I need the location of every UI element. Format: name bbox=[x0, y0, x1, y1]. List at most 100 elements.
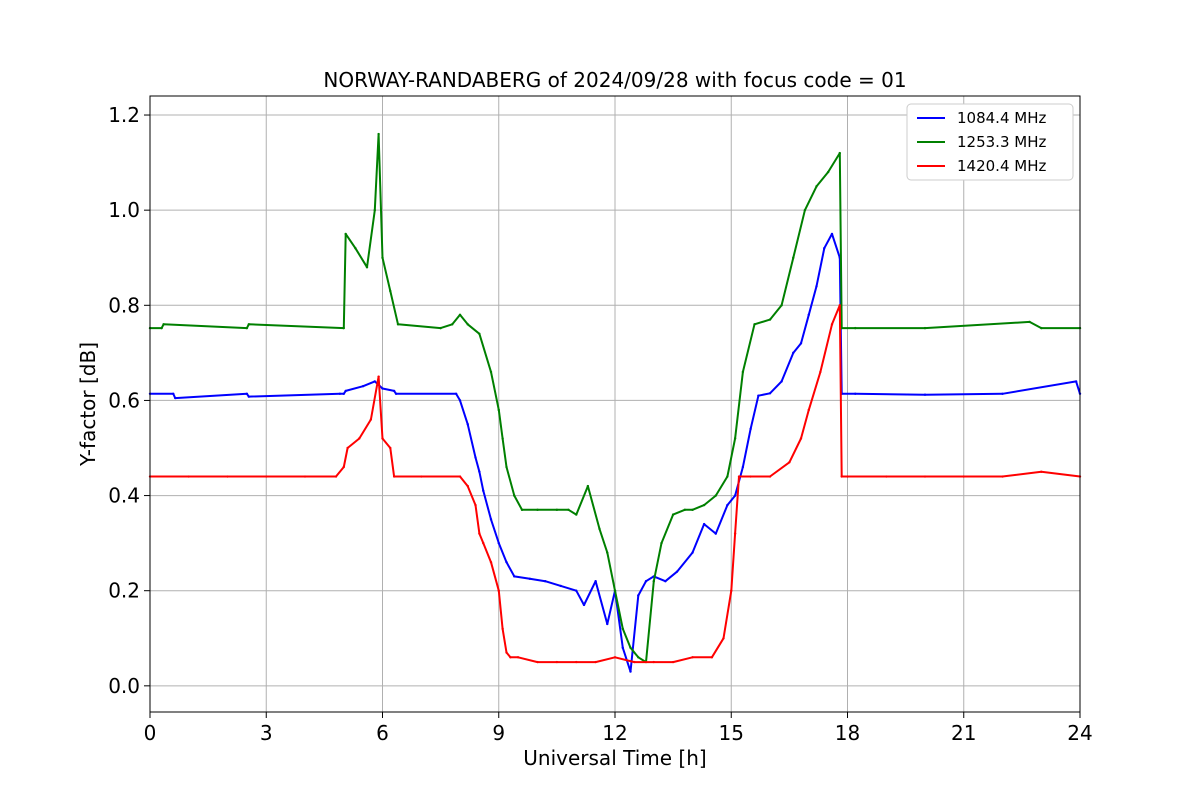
data-point bbox=[726, 475, 729, 478]
data-point bbox=[226, 475, 229, 478]
y-tick-label: 0.0 bbox=[108, 674, 140, 698]
data-point bbox=[373, 380, 376, 383]
data-point bbox=[489, 560, 493, 564]
data-point bbox=[830, 323, 834, 326]
data-point bbox=[466, 323, 469, 326]
legend-label: 1084.4 MHz bbox=[957, 109, 1046, 127]
data-point bbox=[807, 313, 810, 317]
y-tick-label: 1.0 bbox=[108, 198, 140, 222]
data-point bbox=[730, 589, 733, 592]
data-point bbox=[358, 437, 361, 440]
data-point bbox=[377, 132, 380, 136]
data-point bbox=[513, 575, 516, 578]
data-point bbox=[555, 660, 559, 664]
data-point bbox=[394, 392, 398, 395]
data-point bbox=[683, 508, 686, 512]
data-point bbox=[555, 508, 559, 512]
data-point bbox=[660, 541, 663, 545]
data-point bbox=[338, 392, 342, 395]
data-point bbox=[342, 465, 345, 469]
data-point bbox=[840, 475, 843, 478]
data-point bbox=[741, 465, 745, 469]
data-point bbox=[621, 627, 624, 630]
data-point bbox=[726, 503, 729, 507]
data-point bbox=[396, 323, 400, 326]
data-point bbox=[753, 323, 756, 326]
data-point bbox=[586, 484, 590, 488]
data-point bbox=[392, 475, 396, 478]
y-tick-label: 1.2 bbox=[108, 103, 140, 127]
data-point bbox=[788, 461, 791, 464]
x-tick-label: 0 bbox=[144, 721, 157, 745]
data-point bbox=[497, 408, 500, 412]
data-point bbox=[792, 351, 795, 355]
data-point bbox=[187, 475, 190, 478]
data-point bbox=[377, 375, 380, 378]
data-point bbox=[478, 470, 481, 473]
data-point bbox=[389, 289, 392, 293]
data-point bbox=[575, 513, 578, 516]
y-tick-label: 0.4 bbox=[108, 484, 140, 508]
data-point bbox=[741, 370, 745, 374]
data-point bbox=[354, 247, 357, 250]
data-point bbox=[803, 208, 807, 212]
data-point bbox=[458, 313, 462, 317]
data-point bbox=[392, 389, 396, 393]
data-point bbox=[489, 370, 493, 374]
data-point bbox=[420, 475, 423, 478]
data-point bbox=[792, 256, 795, 259]
data-point bbox=[245, 392, 249, 395]
data-point bbox=[621, 646, 624, 649]
data-point bbox=[247, 323, 251, 326]
data-point bbox=[675, 570, 679, 573]
data-point bbox=[575, 589, 578, 592]
data-point bbox=[505, 651, 508, 654]
data-point bbox=[799, 342, 803, 345]
data-point bbox=[544, 579, 547, 583]
data-point bbox=[346, 446, 349, 450]
x-tick-label: 21 bbox=[951, 721, 976, 745]
data-point bbox=[768, 318, 772, 321]
data-point bbox=[780, 304, 783, 307]
data-point bbox=[691, 508, 694, 512]
data-point bbox=[799, 437, 803, 440]
data-point bbox=[466, 484, 469, 488]
data-point bbox=[633, 660, 636, 664]
data-point bbox=[505, 560, 508, 564]
data-point bbox=[334, 475, 338, 478]
data-point bbox=[497, 541, 500, 545]
data-point bbox=[482, 541, 485, 545]
y-axis-label: Y-factor [dB] bbox=[76, 342, 100, 467]
data-point bbox=[439, 326, 442, 330]
data-point bbox=[702, 522, 706, 526]
data-point bbox=[381, 387, 384, 390]
data-point bbox=[536, 508, 539, 512]
series-group bbox=[148, 132, 1082, 673]
data-point bbox=[606, 551, 609, 554]
data-point bbox=[757, 394, 760, 397]
data-point bbox=[454, 392, 458, 395]
x-tick-label: 24 bbox=[1067, 721, 1092, 745]
data-point bbox=[567, 508, 570, 512]
data-point bbox=[749, 427, 752, 431]
data-point bbox=[474, 456, 477, 459]
data-point bbox=[613, 589, 617, 592]
y-tick-label: 0.8 bbox=[108, 293, 140, 317]
data-point bbox=[838, 304, 841, 307]
data-point bbox=[733, 494, 737, 497]
data-point bbox=[737, 475, 741, 478]
x-tick-label: 9 bbox=[492, 721, 505, 745]
data-point bbox=[265, 475, 268, 478]
data-point bbox=[598, 527, 601, 531]
data-point bbox=[344, 389, 347, 393]
data-point bbox=[854, 392, 857, 395]
data-point bbox=[245, 326, 249, 330]
data-point bbox=[637, 656, 640, 659]
data-point bbox=[594, 579, 597, 583]
data-point bbox=[830, 232, 834, 236]
data-point bbox=[1040, 326, 1043, 330]
data-point bbox=[489, 518, 493, 521]
data-point bbox=[160, 326, 163, 330]
data-point bbox=[923, 326, 927, 330]
